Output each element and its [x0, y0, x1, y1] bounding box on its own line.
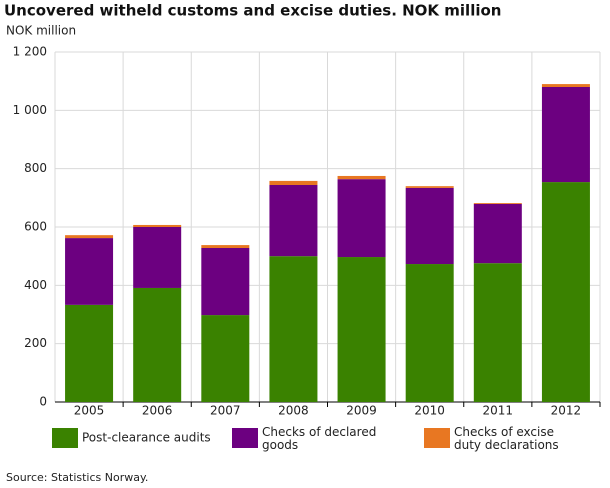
bar-segment — [133, 287, 182, 402]
bar-segment — [337, 175, 386, 180]
y-tick-label: 1 000 — [13, 103, 47, 117]
y-tick-label: 200 — [24, 336, 47, 350]
bar-segment — [337, 179, 386, 258]
x-tick-label: 2007 — [210, 404, 241, 418]
bar-segment — [133, 224, 182, 227]
bar-segment — [405, 187, 454, 265]
bar-segment — [65, 304, 114, 402]
bar-segment — [473, 203, 522, 264]
legend-label: Checks of excise duty declarations — [454, 425, 559, 452]
x-tick-label: 2005 — [74, 404, 105, 418]
source: Source: Statistics Norway. — [6, 471, 148, 484]
x-tick-label: 2010 — [414, 404, 445, 418]
bar-segment — [269, 256, 318, 402]
bar-segment — [337, 257, 386, 402]
bar-segment — [269, 185, 318, 257]
legend-label: Checks of declared goods — [262, 425, 376, 452]
x-tick-label: 2011 — [483, 404, 514, 418]
bar-segment — [405, 264, 454, 402]
x-tick-label: 2006 — [142, 404, 173, 418]
chart-title: Uncovered witheld customs and excise dut… — [4, 2, 501, 20]
bar-segment — [405, 186, 454, 188]
bar-segment — [201, 315, 250, 402]
y-tick-label: 800 — [24, 161, 47, 175]
y-axis-label: NOK million — [6, 24, 76, 38]
x-tick-label: 2012 — [551, 404, 582, 418]
y-tick-label: 0 — [39, 395, 47, 409]
y-tick-label: 1 200 — [13, 45, 47, 59]
legend-swatch — [52, 428, 78, 448]
bar-segment — [473, 263, 522, 402]
legend-swatch — [424, 428, 450, 448]
bar-segment — [541, 87, 590, 183]
legend-swatch — [232, 428, 258, 448]
y-tick-label: 400 — [24, 278, 47, 292]
x-tick-label: 2008 — [278, 404, 309, 418]
bar-segment — [65, 235, 114, 239]
bar-segment — [133, 227, 182, 288]
bar-segment — [201, 248, 250, 316]
bar-segment — [541, 84, 590, 87]
bar-segment — [65, 238, 114, 305]
y-tick-label: 600 — [24, 220, 47, 234]
bar-segment — [201, 245, 250, 248]
bar-segment — [269, 180, 318, 185]
legend-label: Post-clearance audits — [82, 431, 211, 445]
x-tick-label: 2009 — [346, 404, 377, 418]
bar-segment — [473, 203, 522, 204]
bar-segment — [541, 182, 590, 402]
